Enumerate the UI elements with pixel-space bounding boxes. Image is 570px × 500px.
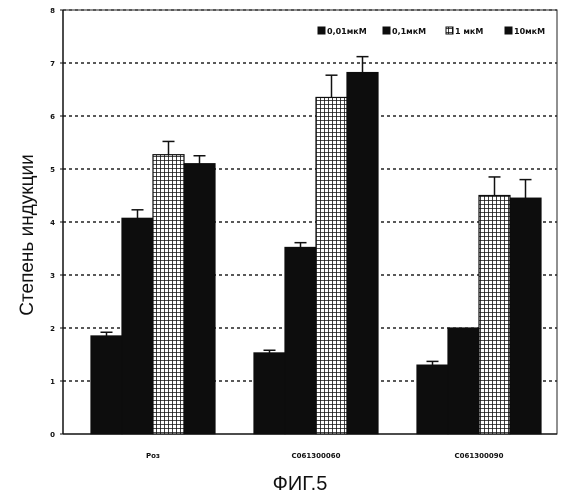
y-tick-label: 4 bbox=[50, 219, 55, 227]
legend-swatch bbox=[446, 27, 453, 34]
bar bbox=[510, 198, 541, 434]
bar bbox=[347, 73, 378, 434]
y-tick-label: 8 bbox=[50, 7, 55, 15]
x-tick-label: Роз bbox=[146, 452, 160, 460]
bar bbox=[153, 155, 184, 434]
y-axis-label: Степень индукции bbox=[17, 154, 38, 315]
bar bbox=[316, 97, 347, 434]
y-tick-label: 5 bbox=[50, 166, 55, 174]
legend-swatch bbox=[318, 27, 325, 34]
legend-swatch bbox=[383, 27, 390, 34]
y-tick-label: 0 bbox=[50, 431, 55, 439]
plot-area: 0 1 2 3 4 5 6 7 8 Роз C061300060 C061300090 0,01мкМ 0… bbox=[50, 7, 557, 460]
bar bbox=[448, 328, 479, 434]
bar bbox=[91, 336, 122, 434]
bar bbox=[285, 247, 316, 434]
bar bbox=[417, 365, 448, 434]
y-tick-label: 6 bbox=[50, 113, 55, 121]
bar bbox=[184, 164, 215, 434]
y-tick-label: 2 bbox=[50, 325, 55, 333]
legend-label: 1 мкМ bbox=[455, 27, 483, 36]
y-tick-label: 1 bbox=[50, 378, 55, 386]
y-tick-label: 7 bbox=[50, 60, 55, 68]
x-tick-label: C061300060 bbox=[292, 452, 341, 460]
y-tick-label: 3 bbox=[50, 272, 55, 280]
legend-label: 0,01мкМ bbox=[327, 27, 367, 36]
bar bbox=[254, 353, 285, 434]
legend-label: 0,1мкМ bbox=[392, 27, 426, 36]
legend-swatch bbox=[505, 27, 512, 34]
x-tick-label: C061300090 bbox=[455, 452, 504, 460]
legend-label: 10мкМ bbox=[514, 27, 545, 36]
bar bbox=[479, 196, 510, 435]
figure-label: ФИГ.5 bbox=[273, 473, 328, 495]
bar bbox=[122, 218, 153, 434]
